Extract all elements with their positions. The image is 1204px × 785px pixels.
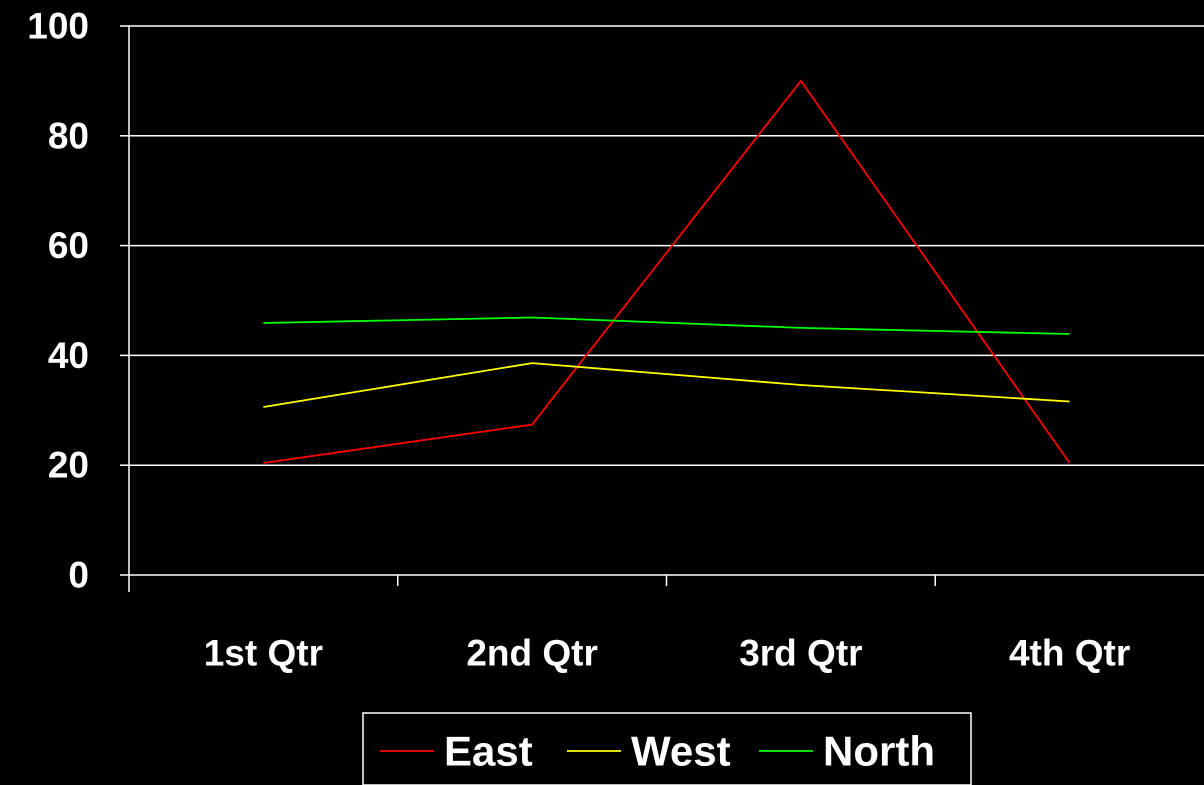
x-tick-label: 4th Qtr bbox=[1009, 633, 1130, 674]
legend-box bbox=[362, 712, 972, 785]
series-line-west bbox=[263, 362, 1070, 408]
legend: East West North bbox=[362, 712, 972, 785]
series-line-east bbox=[263, 79, 1071, 464]
series-lines bbox=[263, 79, 1071, 464]
series-line-north bbox=[263, 316, 1070, 335]
y-tick-label: 40 bbox=[48, 335, 89, 376]
axes bbox=[120, 25, 1204, 592]
y-tick-label: 0 bbox=[68, 555, 89, 596]
y-tick-label: 60 bbox=[48, 225, 89, 266]
y-axis-tick-labels: 0 20 40 60 80 100 bbox=[27, 6, 89, 596]
y-tick-label: 20 bbox=[48, 445, 89, 486]
x-tick-label: 2nd Qtr bbox=[466, 633, 598, 674]
legend-label-north: North bbox=[823, 728, 935, 775]
legend-label-east: East bbox=[444, 728, 533, 775]
x-axis-tick-labels: 1st Qtr 2nd Qtr 3rd Qtr 4th Qtr bbox=[204, 633, 1131, 674]
y-tick-label: 80 bbox=[48, 115, 89, 156]
x-tick-label: 3rd Qtr bbox=[739, 633, 862, 674]
x-tick-label: 1st Qtr bbox=[204, 633, 323, 674]
legend-label-west: West bbox=[631, 728, 731, 775]
gridlines bbox=[129, 25, 1204, 466]
y-tick-label: 100 bbox=[27, 6, 89, 47]
